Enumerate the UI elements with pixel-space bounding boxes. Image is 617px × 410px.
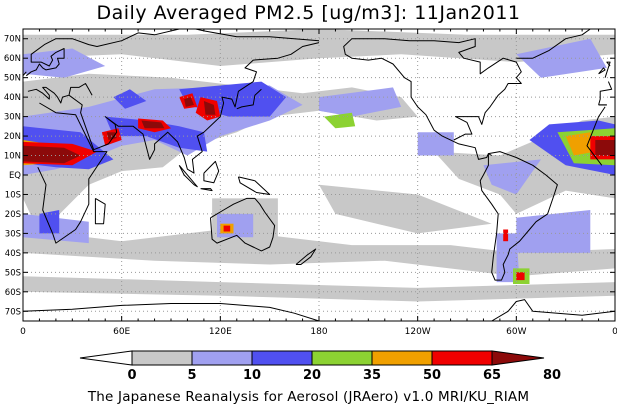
y-tick-label: 40S xyxy=(5,249,21,259)
y-tick-label: 10N xyxy=(4,152,21,162)
colorbar-swatch xyxy=(371,350,433,366)
coastline xyxy=(479,151,558,281)
colorbar-level-label: 65 xyxy=(483,368,501,383)
coastline xyxy=(25,29,320,77)
x-tick-label: 180 xyxy=(310,327,327,337)
pm25-region-level-7 xyxy=(595,140,615,156)
coastline xyxy=(94,197,106,225)
coastline xyxy=(351,57,492,160)
pm25-region-level-2 xyxy=(319,87,402,117)
y-tick-label: 30N xyxy=(4,113,21,123)
coastline xyxy=(200,188,213,192)
pm25-region-level-2 xyxy=(483,159,541,195)
y-tick-label: 60N xyxy=(4,54,21,64)
coastline xyxy=(178,164,198,188)
pm25-region-level-5 xyxy=(565,132,596,156)
footer-caption: The Japanese Reanalysis for Aerosol (JRA… xyxy=(87,389,530,405)
x-tick-label: 120W xyxy=(405,327,431,337)
coastline xyxy=(295,248,317,265)
y-tick-label: 20S xyxy=(5,210,21,220)
axes: 0 60E 120E 180 120W 60W 0 70N 60N 50N 40N 30N 20N 10N… xyxy=(4,29,617,337)
coastline xyxy=(598,67,606,75)
colorbar-level-label: 10 xyxy=(243,368,261,383)
colorbar-swatch xyxy=(431,350,493,366)
pm25-region-level-3 xyxy=(113,89,147,109)
coastline xyxy=(237,176,271,195)
coastline xyxy=(23,71,27,77)
antarctic-coastline xyxy=(491,299,615,321)
coastline xyxy=(37,102,108,244)
pm25-region-level-2 xyxy=(417,132,454,156)
y-tick-label: 30S xyxy=(5,229,21,239)
y-tick-label: 50N xyxy=(4,74,21,84)
colorbar-level-label: 35 xyxy=(363,368,381,383)
colorbar-swatch xyxy=(251,350,313,366)
x-tick-label: 0 xyxy=(612,327,617,337)
x-tick-label: 0 xyxy=(20,327,26,337)
colorbar-swatch xyxy=(311,350,373,366)
pm25-region-level-3 xyxy=(39,210,60,234)
coastline xyxy=(516,29,591,59)
x-tick-label: 60E xyxy=(113,327,130,337)
chart-title: Daily Averaged PM2.5 [ug/m3]: 11Jan2011 xyxy=(96,2,521,24)
colorbar: 0 5 10 20 35 50 65 80 xyxy=(79,350,561,383)
coastline xyxy=(598,81,613,106)
colorbar-level-label: 80 xyxy=(543,368,561,383)
colorbar-level-label: 50 xyxy=(423,368,441,383)
y-tick-label: EQ xyxy=(9,171,21,181)
y-tick-label: 60S xyxy=(5,288,21,298)
pm25-region-level-7 xyxy=(203,101,216,115)
y-tick-label: 40N xyxy=(4,93,21,103)
coastline xyxy=(68,42,320,174)
colorbar-level-label: 20 xyxy=(303,368,321,383)
colorbar-level-label: 0 xyxy=(127,368,136,383)
pm25-region-level-3 xyxy=(105,116,208,152)
pm25-region-level-6 xyxy=(503,229,509,242)
coastline xyxy=(343,38,522,141)
pm25-region-level-2 xyxy=(23,48,106,78)
coastline xyxy=(604,61,611,78)
y-tick-label: 70S xyxy=(5,307,21,317)
x-tick-label: 60W xyxy=(506,327,526,337)
coastline xyxy=(586,106,606,166)
pm25-region-level-6 xyxy=(223,225,231,232)
coastline xyxy=(210,197,276,252)
gridlines xyxy=(23,29,615,321)
pm25-region-level-2 xyxy=(516,210,591,253)
pm25-region-level-7 xyxy=(141,120,165,129)
coastline xyxy=(236,88,262,110)
colorbar-level-label: 5 xyxy=(187,368,196,383)
pm25-region-level-2 xyxy=(516,38,607,78)
colorbar-swatch xyxy=(131,350,193,366)
pm25-region-level-7 xyxy=(23,145,81,164)
colorbar-low-arrow xyxy=(79,350,133,366)
pm25-region-level-1 xyxy=(23,276,615,302)
colorbar-high-arrow xyxy=(491,350,545,366)
y-tick-label: 10S xyxy=(5,190,21,200)
y-tick-label: 20N xyxy=(4,132,21,142)
coastline xyxy=(27,83,93,104)
coastlines xyxy=(23,29,615,321)
y-tick-label: 70N xyxy=(4,35,21,45)
coastline xyxy=(203,160,220,184)
y-tick-label: 50S xyxy=(5,268,21,278)
x-tick-label: 120E xyxy=(209,327,232,337)
pm25-region-level-6 xyxy=(516,272,525,281)
colorbar-swatch xyxy=(191,350,253,366)
pm25-region-level-1 xyxy=(319,184,492,234)
pm25-region-level-7 xyxy=(184,97,194,107)
antarctic-coastline xyxy=(23,303,320,321)
